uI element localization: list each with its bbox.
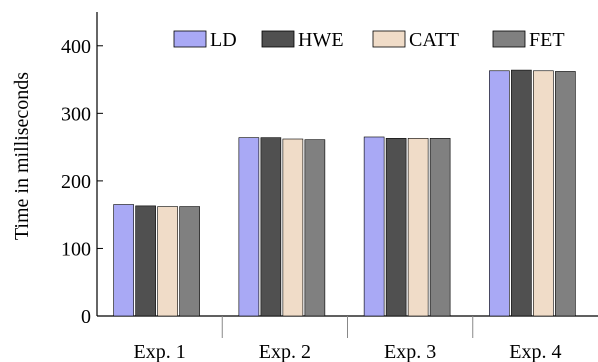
legend: LD HWE CATT FET <box>173 29 565 51</box>
x-tick-label: Exp. 4 <box>509 341 561 362</box>
x-tick-label: Exp. 2 <box>259 341 311 362</box>
legend-label-fet: FET <box>529 29 565 51</box>
bar-fet-3 <box>429 138 451 317</box>
bars <box>113 69 576 317</box>
bar-ld-4 <box>489 70 510 317</box>
bar-fet-1 <box>179 206 200 317</box>
bar-catt-2 <box>282 138 304 317</box>
legend-label-catt: CATT <box>409 29 459 51</box>
y-tick-label: 300 <box>61 103 91 125</box>
legend-swatch-catt <box>372 30 406 48</box>
bar-hwe-4 <box>511 69 532 317</box>
y-tick-label: 400 <box>61 36 91 58</box>
bar-ld-1 <box>113 204 134 317</box>
bar-ld-3 <box>363 136 385 317</box>
y-tick-label: 100 <box>61 238 91 260</box>
bar-catt-4 <box>533 70 554 317</box>
bar-hwe-2 <box>260 137 282 317</box>
bar-hwe-3 <box>385 138 407 317</box>
legend-label-ld: LD <box>210 29 237 51</box>
y-tick-label: 200 <box>61 171 91 193</box>
legend-label-hwe: HWE <box>298 29 344 51</box>
legend-swatch-ld <box>173 30 207 48</box>
legend-swatch-fet <box>492 30 526 48</box>
bar-fet-2 <box>304 139 326 317</box>
bar-fet-4 <box>555 71 576 317</box>
y-axis-label: Time in milliseconds <box>11 72 33 240</box>
bar-ld-2 <box>238 137 260 317</box>
legend-swatch-hwe <box>261 30 295 48</box>
axes: 0 100 200 300 400 Exp. 1 Exp. 2 Exp. 3 Exp. 4 <box>61 12 598 362</box>
y-tick-label: 0 <box>81 306 91 328</box>
bar-catt-1 <box>157 206 178 317</box>
bar-catt-3 <box>407 138 429 317</box>
x-tick-label: Exp. 1 <box>134 341 186 362</box>
bar-hwe-1 <box>135 205 156 317</box>
x-tick-label: Exp. 3 <box>384 341 436 362</box>
